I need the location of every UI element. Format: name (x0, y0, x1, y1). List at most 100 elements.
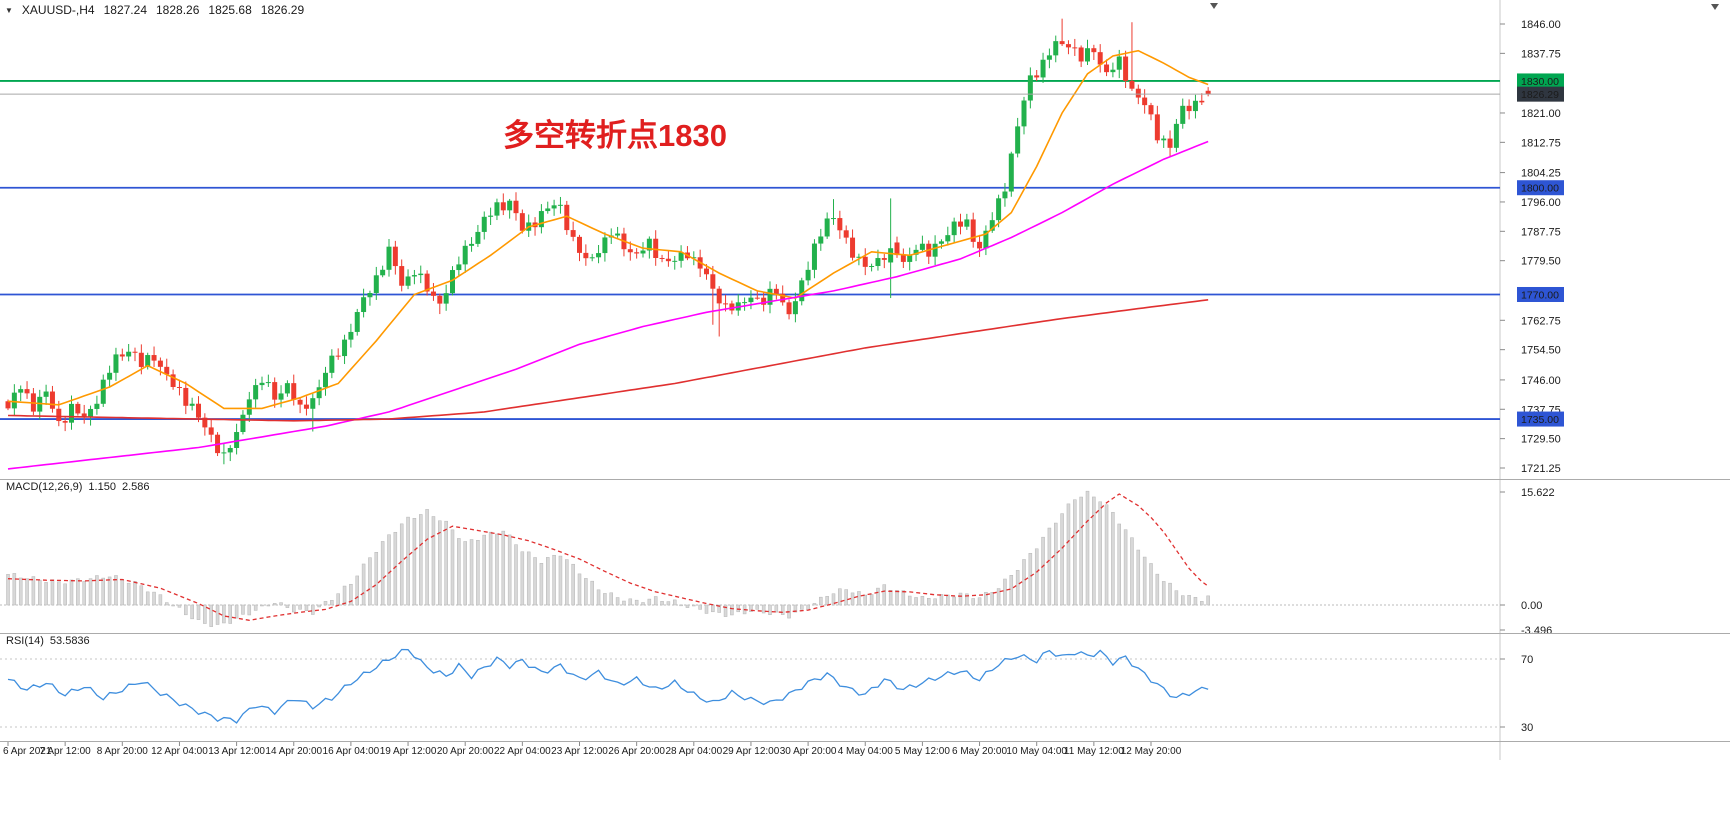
macd-histogram-bar (679, 604, 683, 607)
candle (259, 382, 265, 386)
macd-histogram-bar (1155, 573, 1160, 606)
macd-histogram-bar (1047, 527, 1052, 606)
candle (62, 421, 68, 423)
macd-histogram-bar (431, 516, 436, 606)
candle (488, 215, 494, 217)
candle (291, 383, 297, 400)
macd-histogram-bar (114, 575, 118, 606)
candle (1148, 105, 1154, 115)
candle (513, 200, 519, 214)
macd-histogram-bar (1015, 570, 1020, 606)
macd-histogram-bar (565, 559, 569, 606)
price-tick-label: 1746.00 (1521, 375, 1561, 387)
macd-histogram-bar (1206, 595, 1210, 606)
macd-histogram-bar (653, 596, 658, 606)
macd-histogram-bar (317, 604, 321, 608)
macd-histogram-bar (952, 596, 956, 606)
macd-histogram-bar (641, 602, 645, 606)
candle (646, 238, 652, 251)
macd-histogram-bar (1142, 556, 1147, 606)
candle (913, 249, 919, 255)
macd-histogram-bar (247, 604, 252, 616)
macd-histogram-bar (609, 592, 613, 606)
macd-histogram-bar (349, 583, 353, 606)
rsi-indicator-label: RSI(14) 53.5836 (6, 635, 90, 647)
candle (951, 221, 957, 236)
symbol-info: ▼ XAUUSD-,H4 1827.24 1828.26 1825.68 182… (5, 3, 304, 17)
time-axis-label: 6 May 20:00 (952, 746, 1007, 757)
macd-histogram-bar (1187, 595, 1191, 606)
time-axis-separator[interactable] (0, 741, 1730, 742)
macd-histogram-bar (838, 588, 842, 606)
macd-histogram-bar (857, 591, 861, 606)
candle (151, 355, 157, 361)
time-axis-label: 10 May 04:00 (1006, 746, 1067, 757)
macd-histogram-bar (1111, 512, 1115, 606)
macd-histogram-bar (18, 577, 23, 606)
candle (138, 352, 144, 367)
macd-histogram-bar (82, 581, 86, 606)
candle (18, 389, 24, 393)
candle (538, 211, 544, 228)
chart-shift-marker[interactable] (1210, 3, 1218, 9)
macd-histogram-bar (76, 578, 80, 606)
candle (380, 269, 386, 276)
macd-histogram-bar (876, 587, 880, 606)
candle (202, 417, 208, 428)
macd-histogram-bar (133, 581, 137, 606)
candle (126, 351, 132, 357)
time-axis-label: 4 May 04:00 (838, 746, 893, 757)
macd-histogram-bar (869, 594, 874, 606)
ohlc-close: 1826.29 (260, 3, 305, 17)
candle (545, 208, 551, 212)
macd-histogram-bar (946, 594, 950, 606)
candle (704, 268, 709, 275)
macd-histogram-bar (673, 599, 677, 606)
macd-histogram-bar (387, 534, 391, 606)
macd-histogram-bar (514, 544, 518, 606)
price-tick-label: 1821.00 (1521, 108, 1561, 120)
candle (596, 253, 602, 258)
macd-histogram-bar (330, 600, 334, 606)
macd-histogram-bar (184, 604, 188, 616)
candle (316, 387, 322, 399)
macd-histogram-bar (450, 529, 455, 606)
candle (786, 302, 792, 315)
time-axis-label: 6 Apr 2021 (3, 746, 52, 757)
macd-histogram-bar (234, 604, 239, 619)
macd-histogram-bar (107, 576, 112, 606)
panel-separator-macd[interactable] (0, 479, 1730, 480)
time-axis-label: 11 May 12:00 (1064, 746, 1124, 757)
candle (494, 202, 500, 216)
macd-histogram-bar (819, 596, 823, 606)
candle (475, 231, 481, 244)
macd-histogram-bar (342, 585, 347, 606)
macd-histogram-bar (590, 580, 594, 606)
candle (240, 414, 246, 433)
candle (837, 218, 843, 231)
candle (615, 233, 621, 236)
macd-histogram-bar (177, 604, 182, 608)
candle (1135, 88, 1141, 98)
macd-histogram-bar (69, 579, 74, 606)
rsi-axis-label: 70 (1521, 654, 1533, 666)
panel-separator-rsi[interactable] (0, 633, 1730, 634)
candle (100, 379, 106, 404)
candle (659, 257, 665, 259)
macd-main-value: 1.150 (88, 481, 116, 493)
macd-histogram-bar (920, 596, 925, 606)
macd-histogram-bar (501, 530, 506, 606)
macd-histogram-bar (1054, 522, 1058, 606)
macd-histogram-bar (996, 588, 1001, 606)
macd-histogram-bar (1130, 537, 1134, 606)
candle (75, 403, 81, 414)
macd-histogram-bar (241, 604, 245, 615)
candle (164, 366, 170, 375)
candle (938, 241, 944, 244)
candle (246, 399, 252, 415)
macd-histogram-bar (158, 594, 163, 606)
rsi-name: RSI(14) (6, 635, 44, 647)
macd-histogram-bar (495, 533, 499, 606)
candle (386, 246, 392, 270)
